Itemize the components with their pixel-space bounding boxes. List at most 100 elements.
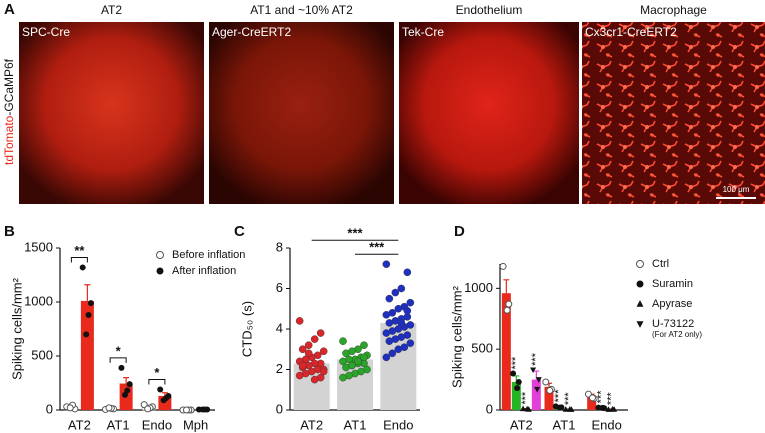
legend-marker xyxy=(636,280,644,288)
legend-label: Ctrl xyxy=(652,258,669,270)
data-point xyxy=(354,357,362,366)
y-tick-label: 500 xyxy=(31,347,53,362)
significance: *** xyxy=(530,352,542,366)
image-header: AT2 xyxy=(101,3,122,17)
data-point xyxy=(298,361,307,370)
data-point xyxy=(530,367,537,374)
image-header: AT1 and ~10% AT2 xyxy=(250,3,353,17)
data-point xyxy=(360,341,368,350)
image-y-label: tdTomato-GCaMP6f xyxy=(2,58,16,165)
significance: *** xyxy=(596,390,608,404)
legend-label: After inflation xyxy=(172,265,236,277)
bar xyxy=(531,379,541,410)
error-bar xyxy=(503,279,510,294)
data-point xyxy=(514,385,521,392)
y-tick-label: 1000 xyxy=(24,293,53,308)
data-point xyxy=(382,260,391,269)
data-point xyxy=(534,386,541,393)
data-point xyxy=(339,373,347,382)
data-point xyxy=(394,345,403,354)
data-point xyxy=(118,364,125,371)
data-point xyxy=(121,391,128,398)
significance-bracket xyxy=(148,378,166,385)
data-point xyxy=(319,367,328,376)
bar xyxy=(501,293,511,410)
y-tick-label: 1500 xyxy=(24,239,53,254)
x-tick-label: AT2 xyxy=(300,417,323,432)
significance-bracket xyxy=(109,357,127,363)
image-y-label-rest: -GCaMP6f xyxy=(2,58,16,115)
data-point xyxy=(566,405,573,412)
data-point xyxy=(157,386,164,393)
legend-marker xyxy=(636,300,644,307)
x-tick-label: Mph xyxy=(183,417,208,432)
significance: *** xyxy=(606,392,618,406)
image-label: Cx3cr1-CreERT2 xyxy=(585,25,677,39)
data-point xyxy=(385,337,394,345)
x-tick-label: Endo xyxy=(591,417,621,432)
significance: * xyxy=(154,365,160,380)
data-point xyxy=(316,329,325,337)
data-point xyxy=(83,331,90,338)
data-point xyxy=(295,371,304,380)
y-axis-label: Spiking cells/mm² xyxy=(9,277,24,380)
significance: *** xyxy=(563,392,575,406)
significance: ** xyxy=(74,243,85,258)
data-point xyxy=(397,319,406,327)
data-point xyxy=(105,404,113,412)
y-tick-label: 2 xyxy=(276,361,283,376)
bar xyxy=(511,382,521,410)
data-point xyxy=(391,288,400,297)
data-point xyxy=(160,397,167,404)
micrograph xyxy=(582,22,765,204)
image-y-label-red: tdTomato xyxy=(2,115,16,165)
scale-bar-label: 100 μm xyxy=(723,185,750,194)
data-point xyxy=(126,381,133,388)
data-point xyxy=(609,405,616,412)
data-point xyxy=(406,339,415,347)
legend-label: Before inflation xyxy=(172,249,245,261)
data-point xyxy=(546,387,554,395)
data-point xyxy=(403,306,412,315)
data-point xyxy=(304,349,313,358)
y-tick-label: 6 xyxy=(276,280,283,295)
image-header: Endothelium xyxy=(456,3,523,17)
data-point xyxy=(342,349,350,358)
data-point xyxy=(199,406,206,413)
data-point xyxy=(310,375,319,384)
data-point xyxy=(542,378,550,386)
data-point xyxy=(385,294,394,303)
y-tick-label: 4 xyxy=(276,320,283,335)
significance: *** xyxy=(347,226,363,241)
y-axis-label: CTD₅₀ (s) xyxy=(239,301,254,357)
panel-label: C xyxy=(234,223,245,240)
legend-label: U-73122 xyxy=(652,318,694,330)
image-header: Macrophage xyxy=(640,3,707,17)
x-tick-label: AT2 xyxy=(510,417,533,432)
significance-bracket xyxy=(70,256,88,263)
y-tick-label: 500 xyxy=(471,341,493,356)
data-point xyxy=(182,406,190,414)
data-point xyxy=(588,394,596,402)
y-tick-label: 1000 xyxy=(464,280,493,295)
x-tick-label: AT1 xyxy=(107,417,130,432)
x-tick-label: AT2 xyxy=(68,417,91,432)
significance: *** xyxy=(520,391,532,405)
data-point xyxy=(385,319,394,327)
error-bar xyxy=(84,284,91,301)
data-point xyxy=(562,406,569,412)
bar xyxy=(544,386,554,410)
micrograph xyxy=(399,22,579,204)
data-point xyxy=(298,345,307,354)
significance: *** xyxy=(553,389,565,403)
legend-marker xyxy=(636,260,644,268)
data-point xyxy=(388,349,397,358)
y-tick-label: 8 xyxy=(276,239,283,254)
legend-note: (For AT2 only) xyxy=(652,330,702,339)
data-point xyxy=(520,405,527,412)
data-point xyxy=(499,262,507,270)
data-point xyxy=(535,377,542,383)
panel-label: B xyxy=(4,223,15,240)
legend-marker xyxy=(156,251,164,259)
data-point xyxy=(85,311,92,318)
